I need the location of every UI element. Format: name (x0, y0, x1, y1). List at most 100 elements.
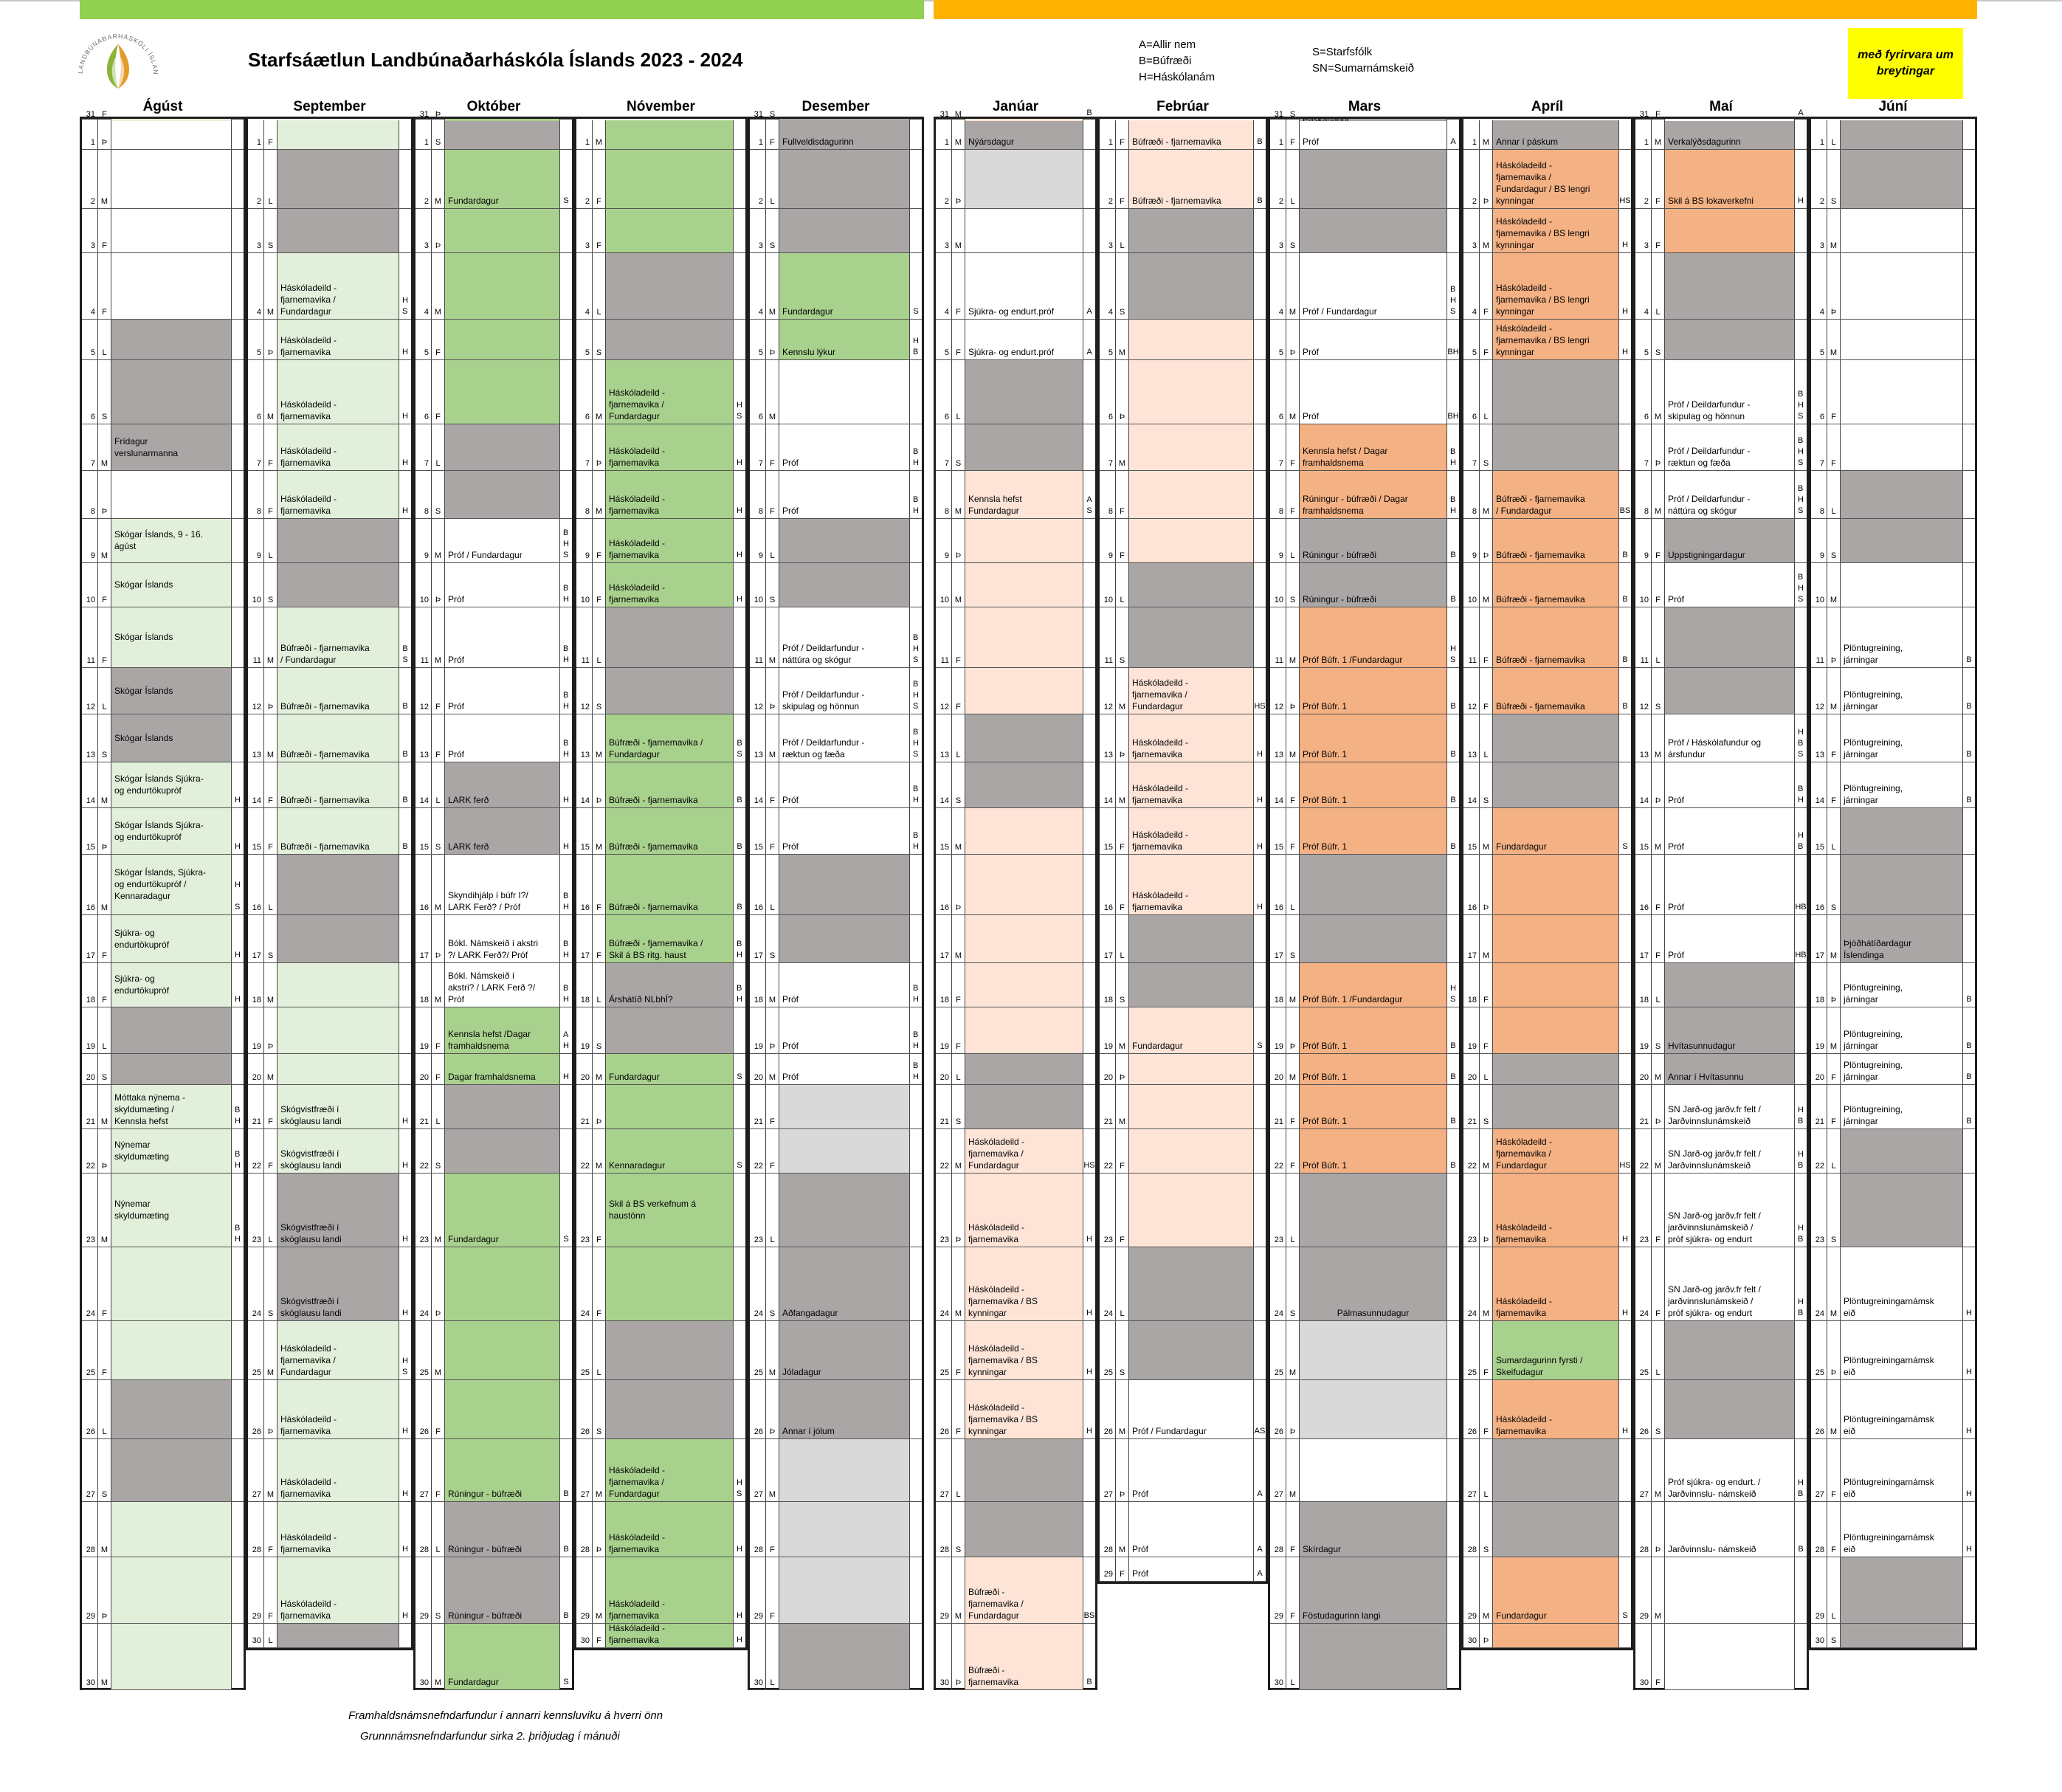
day-row: 18 F Sjúkra- og endurtökupróf H (82, 963, 244, 1007)
weekday-letter: M (1480, 209, 1493, 252)
day-row: 27 M Háskóladeild - fjarnemavika H (248, 1439, 411, 1502)
day-number: 12 (1463, 668, 1480, 714)
audience-code: H (1622, 1427, 1628, 1436)
audience-code: H (1257, 842, 1263, 851)
day-event: Próf (779, 471, 910, 518)
audience-code (232, 1439, 244, 1501)
day-number: 27 (750, 1439, 766, 1501)
day-number: 10 (1463, 563, 1480, 607)
audience-code: H (1086, 1427, 1092, 1436)
audience-code: H (235, 995, 241, 1004)
audience-code: B (563, 1611, 569, 1620)
weekday-letter: S (593, 1007, 606, 1053)
audience-code: H (737, 595, 742, 604)
day-row: 16 F Háskóladeild - fjarnemavika H (1100, 855, 1266, 915)
weekday-letter: L (264, 519, 277, 562)
day-number: 13 (248, 714, 264, 762)
day-event: Fundardagur (779, 253, 910, 319)
day-number: 15 (936, 808, 952, 854)
day-number: 4 (1811, 253, 1827, 319)
day-number: 23 (415, 1174, 432, 1247)
day-number: 21 (415, 1085, 432, 1128)
day-event: Skógar Íslands Sjúkra- og endurtökupróf (111, 762, 232, 807)
day-event (606, 253, 734, 319)
audience-code: B (1450, 1161, 1456, 1170)
day-row: 24 S Pálmasunnudagur (1270, 1247, 1459, 1321)
weekday-letter: M (952, 563, 965, 607)
weekday-letter: Þ (1116, 1439, 1129, 1501)
day-row: 18 L Árshátíð NLbhÍ? B H (576, 963, 745, 1007)
day-event: Plöntugreining, járningar (1841, 607, 1963, 667)
day-event: Skírdagur (1300, 1502, 1447, 1557)
weekday-letter: Þ (1116, 714, 1129, 762)
day-number: 26 (1463, 1380, 1480, 1438)
day-event (1300, 1174, 1447, 1247)
day-event: Móttaka nýnema - skyldumæting / Kennsla … (111, 1085, 232, 1128)
day-event (1493, 714, 1619, 762)
weekday-letter: Þ (264, 1380, 277, 1438)
audience-code: B H S (1798, 573, 1804, 604)
weekday-letter: F (593, 855, 606, 914)
day-event: Búfræði - fjarnemavika (965, 119, 1083, 121)
audience-code (1963, 1129, 1975, 1173)
day-row: 25 M (415, 1321, 572, 1380)
day-row: 6 M Háskóladeild - fjarnemavika / Fundarda… (576, 360, 745, 424)
day-row: 23 F (1100, 1174, 1266, 1247)
audience-code (1795, 253, 1807, 319)
day-row: 1 M Verkalýðsdagurinn (1635, 120, 1807, 150)
day-row: 14 M Skógar Íslands Sjúkra- og endurtökupr… (82, 762, 244, 808)
weekday-letter: F (766, 424, 779, 470)
audience-code (1619, 1624, 1631, 1647)
day-number: 27 (1100, 1439, 1116, 1501)
audience-code (1447, 119, 1459, 120)
weekday-letter: S (952, 1502, 965, 1557)
weekday-letter: Þ (1480, 1624, 1493, 1647)
day-event (779, 855, 910, 914)
day-event: Háskóladeild - fjarnemavika (606, 1557, 734, 1623)
day-event (1493, 1624, 1619, 1647)
audience-code: B (1622, 595, 1628, 604)
day-event: Fullveldisdagurinn (779, 120, 910, 149)
day-row: 18 Þ Plöntugreining, járningar B (1811, 963, 1975, 1007)
day-event: Próf (779, 762, 910, 807)
weekday-letter: F (1652, 110, 1665, 121)
day-event (965, 855, 1083, 914)
weekday-letter: S (1286, 563, 1300, 607)
day-number: 14 (1463, 762, 1480, 807)
weekday-letter: M (1480, 120, 1493, 149)
weekday-letter: M (1652, 360, 1665, 424)
audience-code (1083, 519, 1095, 562)
day-event: Annar í páskum (1493, 120, 1619, 149)
day-event: Plöntugreining, járningar (1841, 1007, 1963, 1053)
day-row: 10 S (750, 563, 922, 607)
day-event (1493, 855, 1619, 914)
day-event: Jarðvinnslu- námskeið (1665, 1502, 1795, 1557)
day-event (111, 1557, 232, 1623)
audience-code (560, 320, 572, 359)
weekday-letter: Þ (432, 1247, 445, 1320)
day-number: 23 (1463, 1174, 1480, 1247)
weekday-letter: M (1116, 668, 1129, 714)
day-event: Próf (1665, 563, 1795, 607)
day-row: 24 S Skógvistfræði í skóglausu landi H (248, 1247, 411, 1321)
day-number: 3 (936, 209, 952, 252)
day-event: Búfræði - fjarnemavika (965, 1624, 1083, 1689)
day-number: 18 (415, 963, 432, 1007)
weekday-letter: Þ (766, 668, 779, 714)
day-event: Próf (1129, 1502, 1254, 1557)
day-event (779, 563, 910, 607)
day-number: 13 (1635, 714, 1652, 762)
day-event: Háskóladeild - fjarnemavika (277, 320, 399, 359)
day-row: 22 S (415, 1129, 572, 1174)
day-number: 16 (1100, 855, 1116, 914)
weekday-letter: M (432, 1174, 445, 1247)
weekday-letter: M (1286, 714, 1300, 762)
